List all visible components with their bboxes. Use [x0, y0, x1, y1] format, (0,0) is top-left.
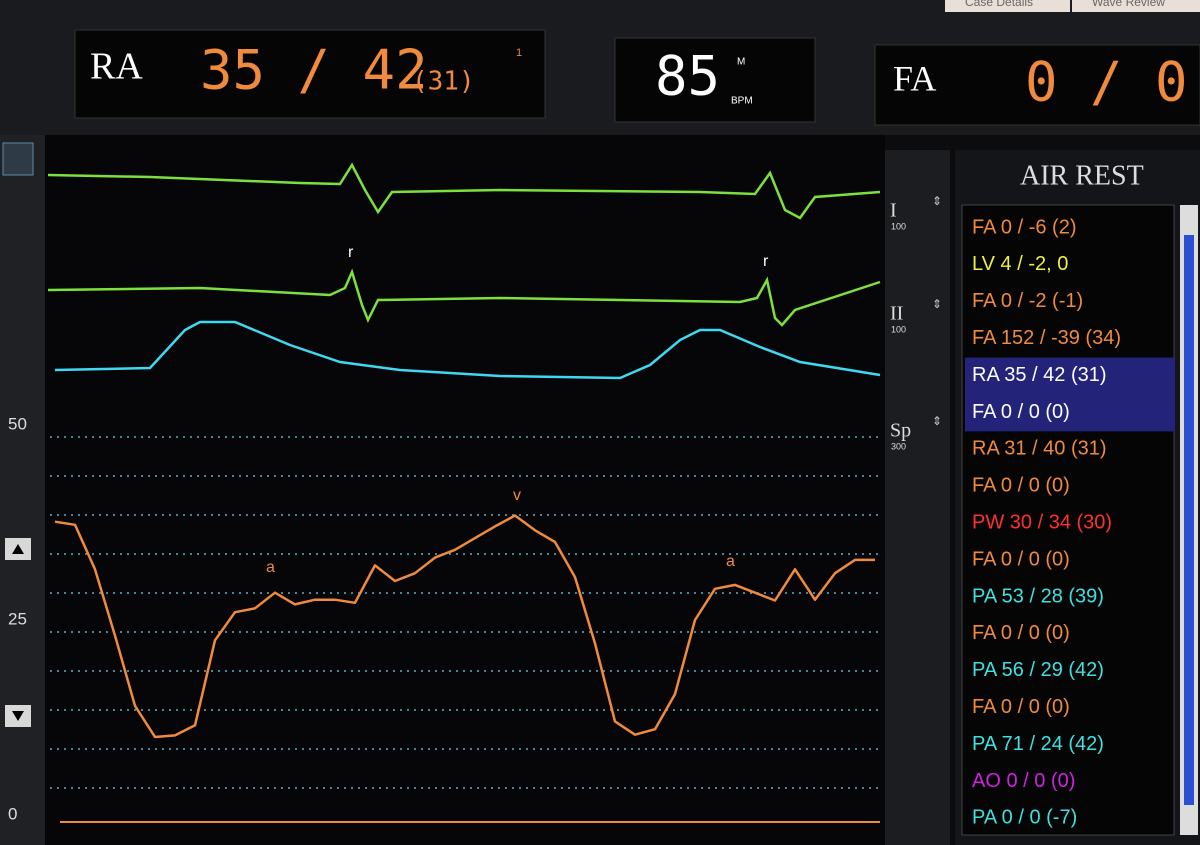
y-tick-label: 50 [8, 414, 27, 433]
lead-adjust[interactable]: ⇕ [932, 194, 942, 208]
list-item[interactable]: FA 0 / -2 (-1) [972, 290, 1083, 312]
lead-scale: 300 [891, 441, 906, 451]
tool-button[interactable] [2, 142, 34, 176]
list-title: AIR REST [1020, 160, 1144, 191]
wave-annotation: a [726, 553, 735, 570]
wave-annotation: v [513, 487, 521, 504]
tab-label[interactable]: Case Details [965, 0, 1033, 9]
list-item[interactable]: FA 152 / -39 (34) [972, 327, 1121, 349]
lead-scale: 100 [891, 324, 906, 334]
list-item[interactable]: AO 0 / 0 (0) [972, 770, 1075, 792]
pressure-box [74, 29, 546, 119]
list-item[interactable]: PA 56 / 29 (42) [972, 659, 1104, 681]
list-item[interactable]: FA 0 / 0 (0) [972, 548, 1070, 570]
tab-label[interactable]: Wave Review [1092, 0, 1165, 9]
hr-flag: M [737, 57, 745, 68]
lead-scale: 100 [891, 221, 906, 231]
hr-box [614, 37, 816, 123]
sp-wave [54, 320, 881, 380]
lead-strip [885, 150, 950, 845]
scrollbar-thumb[interactable] [1184, 235, 1194, 805]
ecg-marker: r [763, 253, 769, 270]
up-arrow [12, 544, 24, 554]
lead-adjust[interactable]: ⇕ [932, 414, 942, 428]
list-item[interactable]: PW 30 / 34 (30) [972, 511, 1112, 533]
list-item[interactable]: FA 0 / 0 (0) [972, 622, 1070, 644]
lead-name: II [890, 303, 903, 325]
ecg-lead-ii [47, 268, 881, 327]
ecg-marker: r [348, 244, 354, 261]
tab[interactable] [1072, 0, 1200, 12]
list-item[interactable]: PA 0 / 0 (-7) [972, 807, 1077, 829]
site2-label: FA [893, 58, 936, 98]
list-item[interactable]: FA 0 / 0 (0) [972, 401, 1070, 423]
selected-row [965, 357, 1175, 395]
list-item[interactable]: FA 0 / 0 (0) [972, 696, 1070, 718]
y-tick-label: 25 [8, 609, 27, 628]
list-item[interactable]: PA 53 / 28 (39) [972, 585, 1104, 607]
lead-name: Sp [890, 420, 911, 442]
mean-value: (31) [412, 67, 475, 97]
pressure2-box [874, 44, 1200, 126]
pressure-value: 35 / 42 [200, 39, 428, 102]
left-strip [0, 135, 45, 845]
list-item[interactable]: FA 0 / -6 (2) [972, 216, 1076, 238]
heart-rate: 85 [655, 45, 720, 108]
list-box [961, 204, 1175, 836]
index: 1 [516, 47, 522, 59]
pressure-trace [54, 514, 875, 739]
hr-unit: BPM [731, 96, 753, 107]
selected-row [965, 394, 1175, 432]
ecg-lead-i [47, 162, 881, 220]
list-item[interactable]: LV 4 / -2, 0 [972, 253, 1068, 275]
wave-annotation: a [266, 559, 275, 576]
site-label: RA [90, 46, 143, 88]
wave-area [45, 135, 885, 845]
lead-name: I [890, 200, 897, 222]
list-item[interactable]: PA 71 / 24 (42) [972, 733, 1104, 755]
tab[interactable] [945, 0, 1070, 12]
list-item[interactable]: RA 35 / 42 (31) [972, 364, 1107, 386]
down-arrow [12, 711, 24, 721]
y-tick-label: 0 [8, 804, 17, 823]
lead-adjust[interactable]: ⇕ [932, 297, 942, 311]
pressure2-value: 0 / 0 [1025, 51, 1188, 114]
list-item[interactable]: RA 31 / 40 (31) [972, 438, 1107, 460]
list-item[interactable]: FA 0 / 0 (0) [972, 475, 1070, 497]
